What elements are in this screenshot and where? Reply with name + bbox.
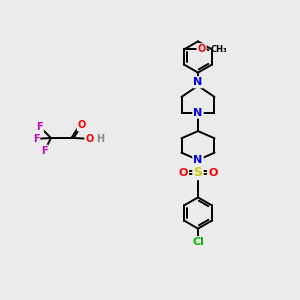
Text: F: F: [36, 122, 43, 132]
Text: Cl: Cl: [192, 237, 204, 247]
Text: O: O: [197, 44, 206, 54]
Text: F: F: [33, 134, 39, 144]
Text: N: N: [194, 107, 202, 118]
Text: N: N: [194, 77, 202, 87]
Text: O: O: [178, 167, 188, 178]
Text: O: O: [85, 134, 94, 144]
Text: O: O: [208, 167, 218, 178]
Text: S: S: [194, 166, 202, 179]
Text: O: O: [78, 120, 86, 130]
Text: N: N: [194, 155, 202, 165]
Text: H: H: [96, 134, 104, 144]
Text: CH₃: CH₃: [211, 45, 227, 54]
Text: F: F: [41, 146, 48, 156]
